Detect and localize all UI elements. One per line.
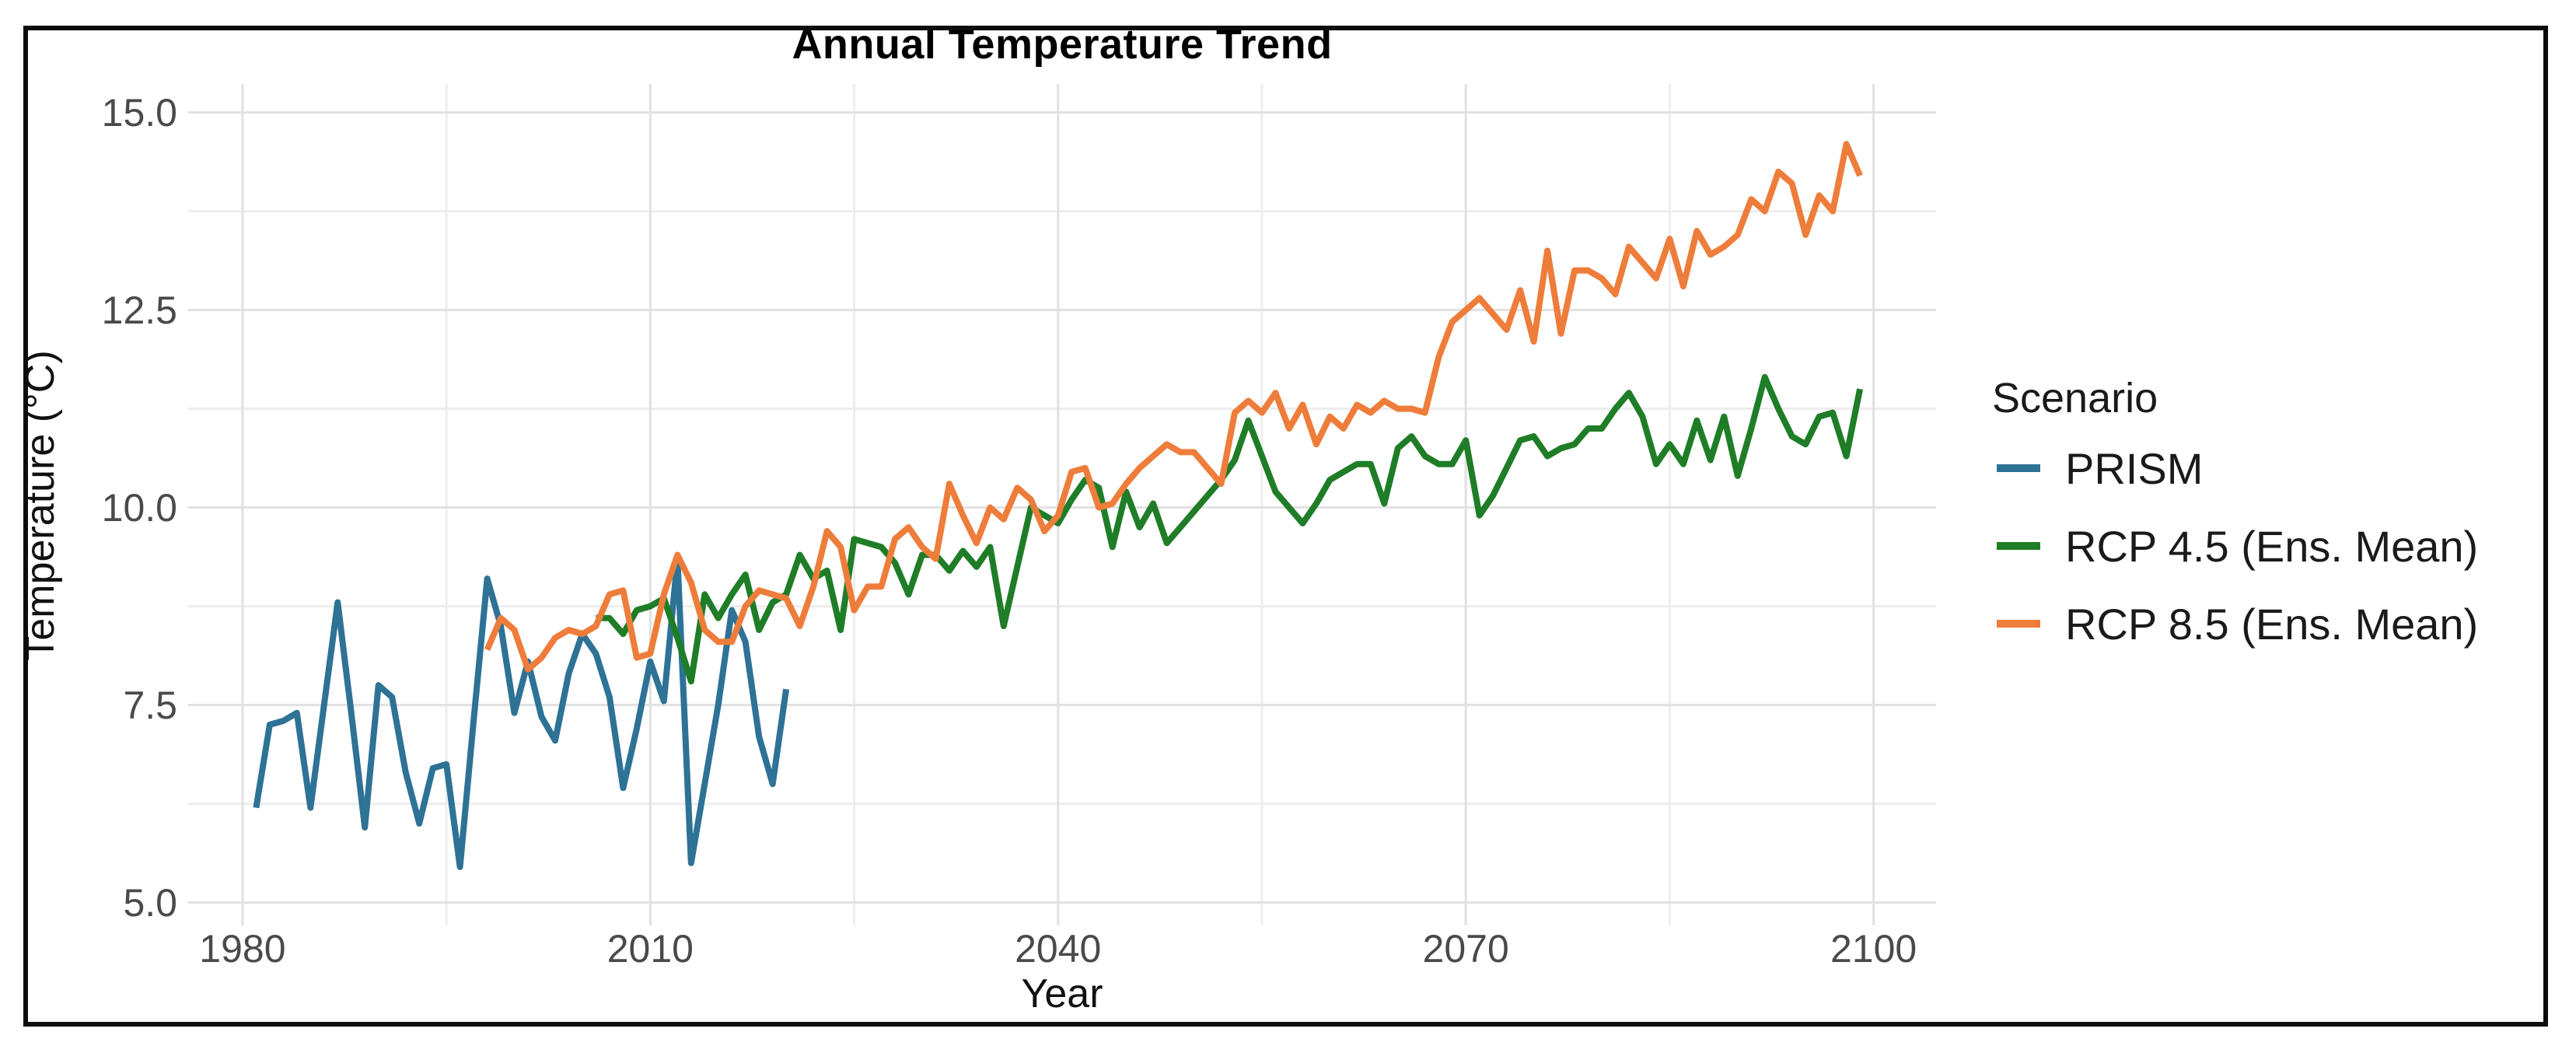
y-tick-label: 12.5 [101,288,177,332]
x-tick-label: 2100 [1830,927,1917,971]
y-tick-label: 10.0 [101,485,177,530]
series-line-rcp-8-5-ens-mean [484,141,1863,673]
legend-line-swatch-icon [1997,542,2040,550]
legend-item: RCP 8.5 (Ens. Mean) [1992,599,2478,649]
y-tick-label: 15.0 [101,90,177,135]
x-tick-label: 2010 [606,927,694,971]
chart-title: Annual Temperature Trend [792,21,1333,68]
legend-item: PRISM [1992,443,2203,493]
x-tick-label: 2040 [1015,927,1102,971]
legend-item-label: PRISM [2065,443,2204,493]
y-tick-label: 7.5 [123,683,177,727]
y-tick-label: 5.0 [123,880,177,925]
x-axis-title: Year [1021,971,1103,1016]
y-axis-title: Temperature (°C) [18,350,63,661]
legend-line-swatch-icon [1997,464,2040,472]
series-line-rcp-4-5-ens-mean [596,373,1864,685]
legend-item-label: RCP 4.5 (Ens. Mean) [2065,521,2479,571]
legend-item-label: RCP 8.5 (Ens. Mean) [2065,599,2479,649]
series-line-prism [253,555,790,870]
legend-title: Scenario [1992,375,2158,422]
legend: Scenario PRISM RCP 4.5 (Ens. Mean) RCP 8.5… [1992,375,2567,670]
x-tick-label: 1980 [199,927,286,971]
legend-line-swatch-icon [1997,620,2040,628]
legend-item: RCP 4.5 (Ens. Mean) [1992,521,2478,571]
x-tick-label: 2070 [1422,927,1509,971]
